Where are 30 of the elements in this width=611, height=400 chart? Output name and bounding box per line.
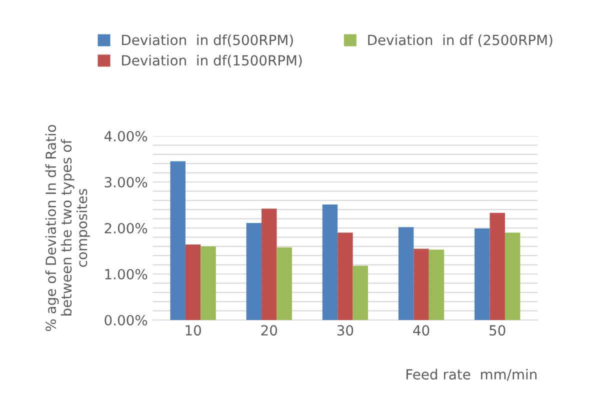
- bar: [428, 250, 444, 320]
- legend-label: Deviation in df(500RPM): [122, 34, 293, 47]
- bar: [504, 232, 520, 320]
- y-axis-title: % age of Deviation In df Ratio between the two types of composites: [45, 124, 90, 332]
- bar: [352, 266, 368, 320]
- y-tick-label: 3.00%: [104, 176, 148, 188]
- bar: [490, 212, 505, 320]
- bar: [322, 204, 338, 320]
- bar: [170, 161, 186, 320]
- bar: [414, 248, 429, 320]
- bar: [200, 246, 216, 320]
- x-tick-label: 20: [261, 325, 278, 336]
- x-axis-title: Feed rate mm/min: [406, 368, 537, 381]
- x-tick-label: 50: [490, 325, 506, 336]
- bar: [398, 227, 414, 320]
- legend-label: Deviation in df (2500RPM): [368, 34, 552, 47]
- x-tick-label: 30: [337, 325, 354, 336]
- bar: [338, 232, 353, 320]
- y-tick-label: 4.00%: [104, 130, 148, 142]
- x-tick-label: 40: [413, 325, 430, 336]
- x-tick-label: 10: [186, 325, 201, 336]
- bar: [185, 244, 201, 320]
- bar: [262, 208, 277, 320]
- legend-label: Deviation in df(1500RPM): [122, 54, 302, 68]
- bar: [246, 222, 262, 320]
- y-tick-label: 0.00%: [104, 314, 148, 326]
- bar: [276, 247, 292, 320]
- y-tick-label: 2.00%: [104, 222, 148, 234]
- bar: [474, 228, 490, 320]
- y-tick-label: 1.00%: [105, 268, 148, 280]
